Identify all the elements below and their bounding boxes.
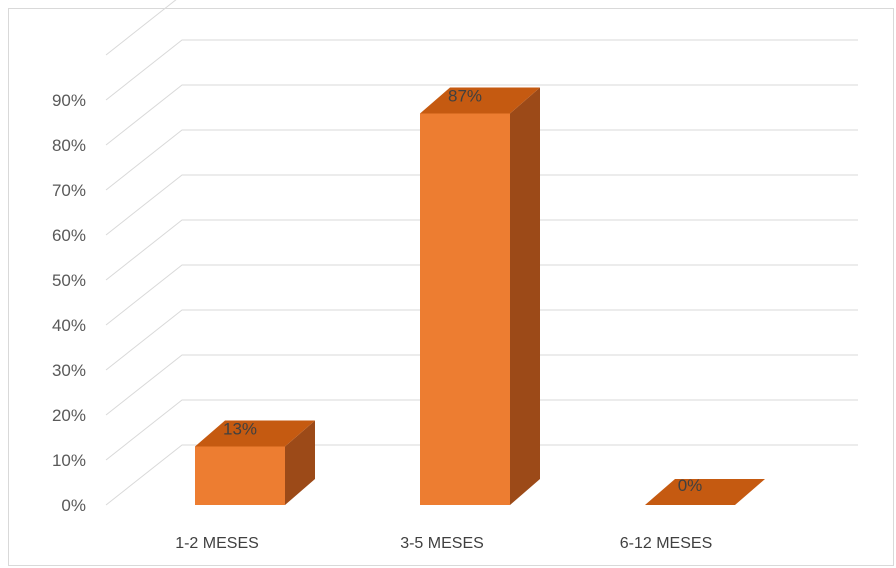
category-label: 1-2 MESES [175,535,259,552]
data-label: 87% [448,87,482,106]
category-label: 3-5 MESES [400,535,484,552]
gridline-10 [105,399,858,461]
y-tick-label: 10% [52,451,86,470]
data-labels: 13% 87% 0% [223,87,702,496]
bar-1 [195,420,315,505]
bar-3 [645,479,765,505]
category-label: 6-12 MESES [620,535,712,552]
y-tick-label: 50% [52,271,86,290]
gridline-70 [105,129,858,191]
y-tick-label: 40% [52,316,86,335]
gridline-80 [105,84,858,146]
gridline-50 [105,219,858,281]
y-tick-label: 60% [52,226,86,245]
y-tick-label: 30% [52,361,86,380]
gridline-40 [105,264,858,326]
gridlines [105,0,858,506]
y-tick-label: 0% [61,496,86,515]
bar-side [510,87,540,505]
gridline-20 [105,354,858,416]
gridline-60 [105,174,858,236]
bar-2 [420,87,540,505]
bar-top [420,87,540,114]
gridline-100 [105,0,177,56]
y-tick-label: 70% [52,181,86,200]
y-axis-ticks: 0% 10% 20% 30% 40% 50% 60% 70% 80% 90% [52,91,86,515]
y-tick-label: 20% [52,406,86,425]
bar-front [420,113,510,505]
bar-front [195,446,285,505]
y-tick-label: 90% [52,91,86,110]
gridline-90 [105,39,858,101]
gridline-0 [105,444,858,506]
y-tick-label: 80% [52,136,86,155]
gridline-30 [105,309,858,371]
bar-top [195,420,315,447]
data-label: 0% [678,476,703,495]
data-label: 13% [223,420,257,439]
x-axis-categories: 1-2 MESES 3-5 MESES 6-12 MESES [175,535,712,552]
bars [195,87,765,505]
bar-top [645,479,765,505]
bar-side [285,420,315,505]
